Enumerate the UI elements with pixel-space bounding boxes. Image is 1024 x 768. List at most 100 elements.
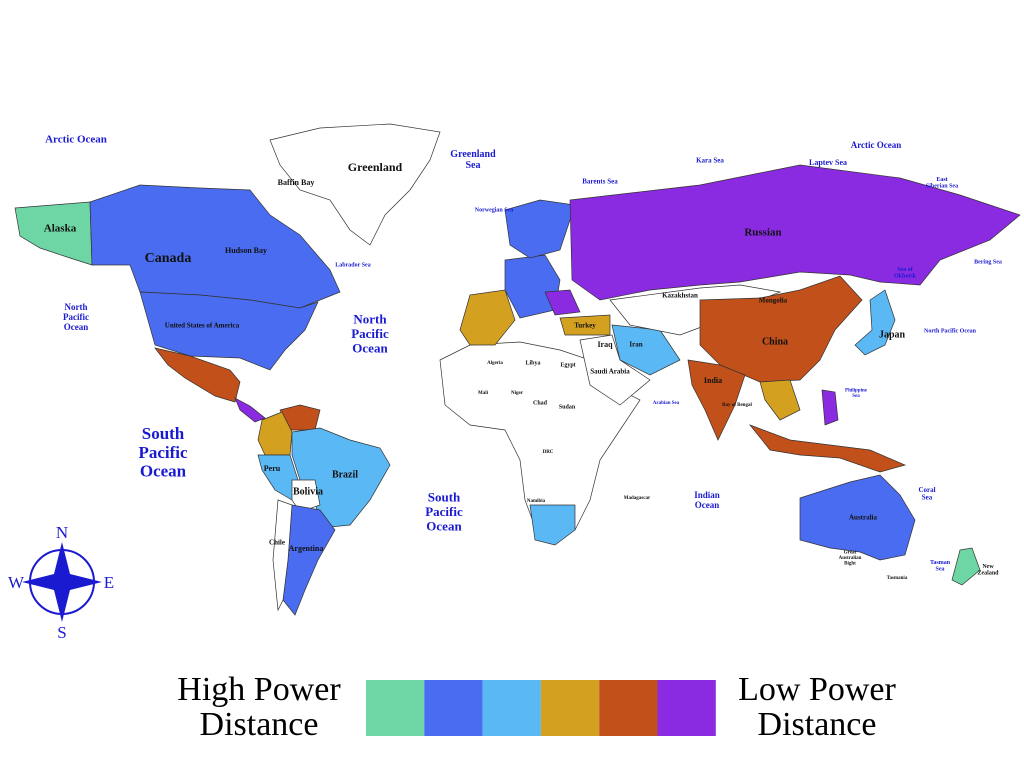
- scandinavia: [504, 199, 576, 259]
- map-label: Brazil: [332, 469, 358, 480]
- western-europe: [459, 289, 516, 346]
- map-label: Sea: [922, 493, 933, 501]
- map-label: Mali: [478, 391, 489, 396]
- map-label: Sudan: [559, 404, 576, 410]
- map-label: Bolivia: [293, 486, 323, 497]
- central-europe: [504, 254, 561, 319]
- compass-letter: W: [8, 573, 25, 592]
- map-label: Philippine: [845, 388, 868, 393]
- japan: [854, 289, 896, 356]
- compass-letter: S: [57, 623, 66, 642]
- map-label: Ocean: [352, 340, 388, 355]
- map-label: Bering Sea: [974, 259, 1002, 265]
- map-label: Japan: [879, 329, 906, 340]
- russia: [569, 164, 1021, 301]
- map-labels: Arctic Ocean Arctic Ocean Greenland Baffin …: [44, 134, 1002, 582]
- map-label: Bight: [844, 562, 856, 567]
- map-label: Turkey: [574, 322, 596, 330]
- map-label: Egypt: [560, 362, 575, 368]
- usa: [139, 291, 319, 371]
- map-label: Canada: [145, 251, 192, 266]
- map-label: India: [704, 376, 722, 385]
- legend-swatch: [657, 680, 716, 736]
- map-label: Chile: [269, 539, 285, 547]
- map-label: Sea: [852, 394, 860, 399]
- india: [687, 359, 746, 441]
- map-label: Hudson Bay: [225, 246, 267, 255]
- legend-swatch: [482, 680, 541, 736]
- legend-left-label: Distance: [200, 706, 319, 743]
- mexico: [154, 347, 241, 403]
- map-label: Saudi Arabia: [590, 368, 630, 376]
- map-label: Ocean: [140, 462, 187, 481]
- eastern-europe: [544, 289, 581, 316]
- map-label: Argentina: [289, 544, 324, 553]
- legend-swatch: [366, 680, 425, 736]
- map-label: South: [142, 424, 185, 443]
- map-label: Algeria: [487, 361, 503, 366]
- canada: [89, 184, 341, 309]
- australia: [799, 474, 916, 561]
- map-label: Pacific: [138, 443, 188, 462]
- map-label: Pacific: [63, 312, 89, 322]
- map-label: Barents Sea: [582, 178, 618, 186]
- map-label: China: [762, 336, 788, 347]
- middle-east: [579, 334, 651, 406]
- map-label: Ocean: [426, 518, 462, 533]
- map-label: Mongolia: [759, 297, 788, 305]
- central-america: [234, 397, 266, 423]
- map-label: North: [65, 302, 88, 312]
- legend-swatch: [599, 680, 658, 736]
- map-label: Baffin Bay: [278, 178, 315, 187]
- map-label: DRC: [543, 450, 554, 455]
- map-label: Australian: [839, 556, 862, 561]
- landmasses: [14, 123, 1021, 616]
- map-label: Norwegian Sea: [475, 207, 514, 213]
- legend-swatch: [424, 680, 483, 736]
- southeast-asia: [759, 379, 801, 421]
- map-label: Arctic Ocean: [45, 134, 107, 146]
- map-label: Libya: [525, 360, 540, 366]
- map-label: Niger: [511, 391, 524, 396]
- map-label: North Pacific Ocean: [924, 328, 977, 334]
- map-label: Kazakhstan: [662, 292, 698, 300]
- compass-letter: N: [56, 523, 68, 542]
- map-label: Chad: [533, 400, 548, 406]
- map-label: Sea: [936, 567, 945, 573]
- africa: [439, 341, 641, 541]
- map-label: Great: [844, 551, 857, 556]
- legend-right-label: Distance: [758, 706, 877, 743]
- indonesia: [748, 424, 907, 473]
- map-label: South: [428, 490, 461, 505]
- map-label: Zealand: [977, 571, 999, 577]
- compass-letter: E: [104, 573, 114, 592]
- greenland: [269, 123, 441, 246]
- legend-swatch: [540, 680, 600, 736]
- map-label: Greenland: [450, 149, 496, 160]
- map-label: Alaska: [44, 223, 77, 235]
- chile: [272, 499, 293, 612]
- compass-rose: N E S W: [8, 523, 114, 642]
- map-label: New: [982, 564, 994, 570]
- map-label: Pacific: [351, 326, 389, 341]
- map-label: Laptev Sea: [809, 158, 847, 167]
- map-label: Labrador Sea: [335, 262, 370, 268]
- philippines: [821, 389, 839, 426]
- map-label: North: [353, 312, 387, 327]
- map-label: Pacific: [425, 504, 463, 519]
- map-label: Peru: [264, 464, 281, 473]
- map-label: Iran: [629, 341, 642, 349]
- map-label: Sea: [466, 160, 481, 171]
- map-label: Tasman: [930, 560, 951, 566]
- map-label: Arabian Sea: [653, 401, 680, 406]
- compass-star: [22, 542, 102, 622]
- map-label: Australia: [849, 514, 878, 522]
- map-label: Arctic Ocean: [851, 140, 902, 150]
- map-label: Coral: [918, 486, 935, 494]
- legend-left-label: High Power: [177, 671, 341, 708]
- map-label: Siberian Sea: [926, 184, 958, 190]
- map-label: Bay of Bengal: [722, 403, 752, 408]
- map-label: United States of America: [165, 322, 240, 330]
